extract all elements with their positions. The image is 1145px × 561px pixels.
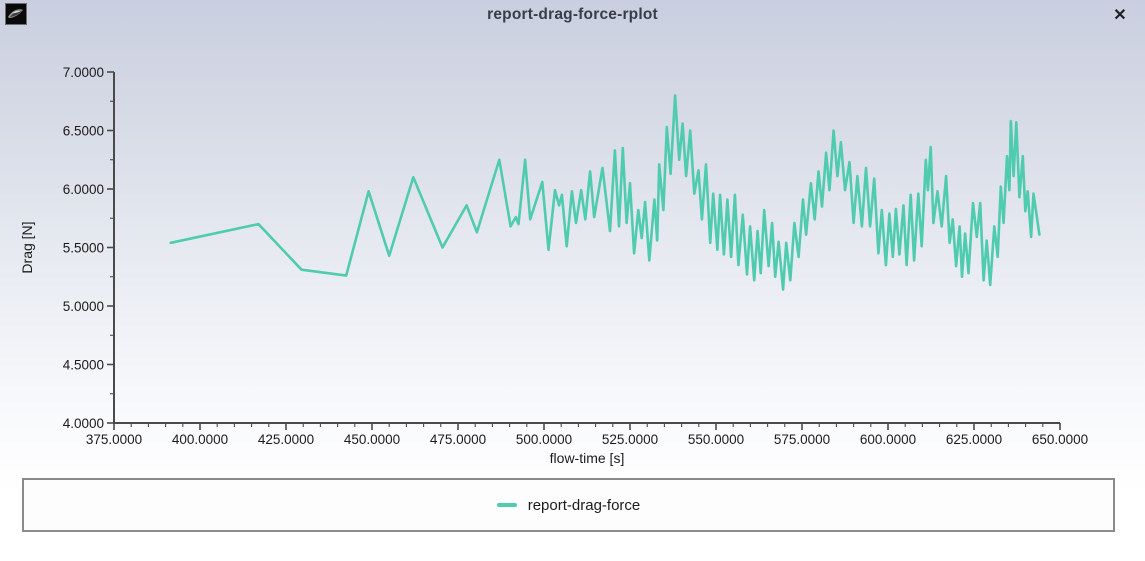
y-tick-label: 4.5000 [63,358,104,373]
y-tick-label: 6.5000 [63,124,104,139]
x-tick-label: 450.0000 [344,432,400,447]
y-tick-label: 5.5000 [63,241,104,256]
legend-line-sample [496,503,517,507]
x-axis-title: flow-time [s] [550,450,625,466]
x-tick-label: 475.0000 [430,432,486,447]
x-tick-label: 650.0000 [1032,432,1088,447]
y-axis-title: Drag [N] [19,221,35,273]
window-title: report-drag-force-rplot [487,6,658,23]
title-bar[interactable]: report-drag-force-rplot ✕ [0,0,1145,30]
x-tick-label: 400.0000 [172,432,228,447]
y-tick-label: 4.0000 [63,416,104,431]
report-drag-force-series-line [169,94,1041,291]
plot-canvas: 375.0000 400.0000 425.0000 450.0000 475.0000… [19,65,1088,466]
x-tick-label: 425.0000 [258,432,314,447]
x-tick-label: 625.0000 [946,432,1002,447]
close-button[interactable]: ✕ [1113,7,1127,24]
x-tick-label: 525.0000 [602,432,658,447]
x-tick-label: 500.0000 [516,432,572,447]
x-tick-label: 575.0000 [774,432,830,447]
fluent-logo-icon [5,3,27,25]
x-tick-label: 550.0000 [688,432,744,447]
x-tick-label: 600.0000 [860,432,916,447]
y-tick-label: 5.0000 [63,299,104,314]
x-tick-label: 375.0000 [86,432,142,447]
y-tick-label: 6.0000 [63,182,104,197]
legend-series-label: report-drag-force [527,496,641,514]
y-tick-label: 7.0000 [63,65,104,80]
legend: report-drag-force [22,478,1115,532]
